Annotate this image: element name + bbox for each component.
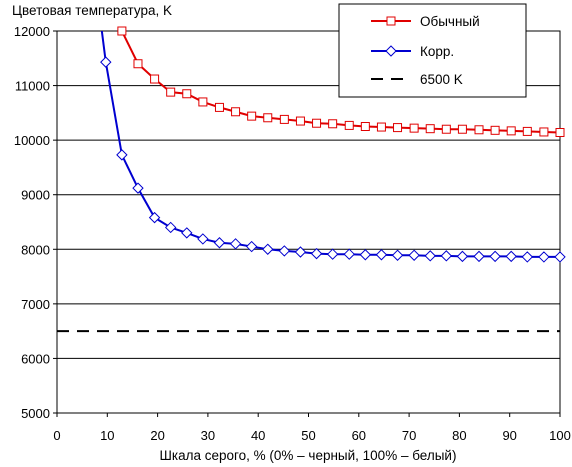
x-tick-label: 80	[452, 428, 466, 443]
data-point	[554, 251, 566, 263]
data-point	[133, 59, 143, 69]
x-tick-label: 40	[251, 428, 265, 443]
legend-item: 6500 K	[371, 72, 463, 87]
data-point	[441, 124, 451, 134]
y-tick-labels: 5000 6000 7000 8000 9000 10000 11000 12000	[14, 24, 57, 421]
data-point	[424, 250, 436, 262]
y-tick-label: 8000	[21, 242, 50, 257]
data-point	[310, 247, 323, 260]
data-point	[385, 45, 397, 57]
data-point	[197, 233, 209, 245]
data-point	[229, 238, 242, 250]
data-point	[326, 248, 339, 260]
data-point	[328, 119, 338, 129]
data-point	[408, 249, 420, 261]
data-point	[440, 250, 453, 262]
x-tick-label: 100	[549, 428, 571, 443]
data-point	[262, 243, 274, 255]
data-point	[279, 114, 289, 124]
data-point	[473, 250, 485, 263]
data-point	[425, 124, 435, 134]
data-point	[214, 102, 224, 112]
data-point	[474, 125, 484, 135]
data-point	[359, 249, 372, 261]
legend-label: 6500 K	[420, 72, 463, 87]
data-point	[490, 125, 500, 135]
data-point	[263, 113, 273, 123]
x-tick-label: 90	[502, 428, 516, 443]
legend-label: Обычный	[420, 14, 480, 29]
data-point	[344, 120, 354, 130]
data-point	[312, 118, 322, 128]
data-point	[393, 123, 403, 133]
y-tick-label: 5000	[21, 406, 50, 421]
data-point	[522, 126, 532, 136]
data-point	[132, 182, 144, 194]
data-point	[100, 56, 112, 68]
data-point	[166, 87, 176, 97]
legend-item: Обычный	[371, 14, 480, 29]
y-tick-label: 12000	[14, 24, 50, 39]
y-tick-label: 9000	[21, 188, 50, 203]
legend-box	[338, 3, 527, 98]
data-point	[555, 128, 565, 138]
data-point	[198, 97, 208, 107]
data-point	[343, 248, 355, 260]
data-point	[457, 124, 467, 134]
series-2	[100, 31, 566, 263]
y-tick-label: 7000	[21, 297, 50, 312]
data-point	[295, 116, 305, 126]
data-point	[294, 246, 307, 258]
x-tick-label: 10	[100, 428, 114, 443]
data-point	[213, 237, 226, 249]
data-point	[505, 250, 517, 263]
data-point	[360, 122, 370, 131]
data-point	[539, 127, 549, 137]
legend-item: Корр.	[371, 44, 454, 59]
data-point	[391, 249, 404, 261]
data-point	[376, 122, 386, 132]
data-point	[506, 126, 516, 136]
series-layer	[57, 26, 566, 333]
x-tick-label: 60	[352, 428, 366, 443]
y-tick-label: 6000	[21, 351, 50, 366]
data-point	[538, 251, 550, 263]
data-point	[247, 111, 257, 121]
x-tick-label: 70	[402, 428, 416, 443]
y-axis-title: Цветовая температура, K	[12, 3, 172, 18]
data-point	[231, 107, 241, 117]
y-tick-label: 10000	[14, 133, 50, 148]
y-tick-label: 11000	[15, 79, 50, 94]
data-point	[375, 249, 388, 261]
data-point	[409, 123, 419, 133]
series-1	[117, 26, 565, 138]
data-point	[148, 211, 161, 224]
data-point	[521, 251, 534, 263]
x-tick-label: 30	[201, 428, 215, 443]
data-point	[386, 16, 396, 26]
x-tick-label: 50	[301, 428, 315, 443]
data-point	[150, 74, 160, 84]
data-point	[489, 250, 501, 263]
x-tick-labels: 0 10 20 30 40 50 60 70 80 90 100	[53, 413, 571, 443]
legend: Обычный Корр. 6500 K	[338, 3, 527, 98]
x-tick-label: 0	[53, 428, 60, 443]
data-point	[117, 26, 127, 36]
data-point	[116, 149, 128, 161]
legend-label: Корр.	[420, 44, 454, 59]
data-point	[456, 250, 469, 263]
x-tick-label: 20	[150, 428, 164, 443]
data-point	[164, 221, 177, 234]
data-point	[182, 89, 192, 99]
data-point	[245, 240, 258, 253]
data-point	[181, 227, 193, 239]
x-axis-title: Шкала серого, % (0% – черный, 100% – бел…	[160, 448, 457, 463]
data-point	[278, 245, 291, 257]
